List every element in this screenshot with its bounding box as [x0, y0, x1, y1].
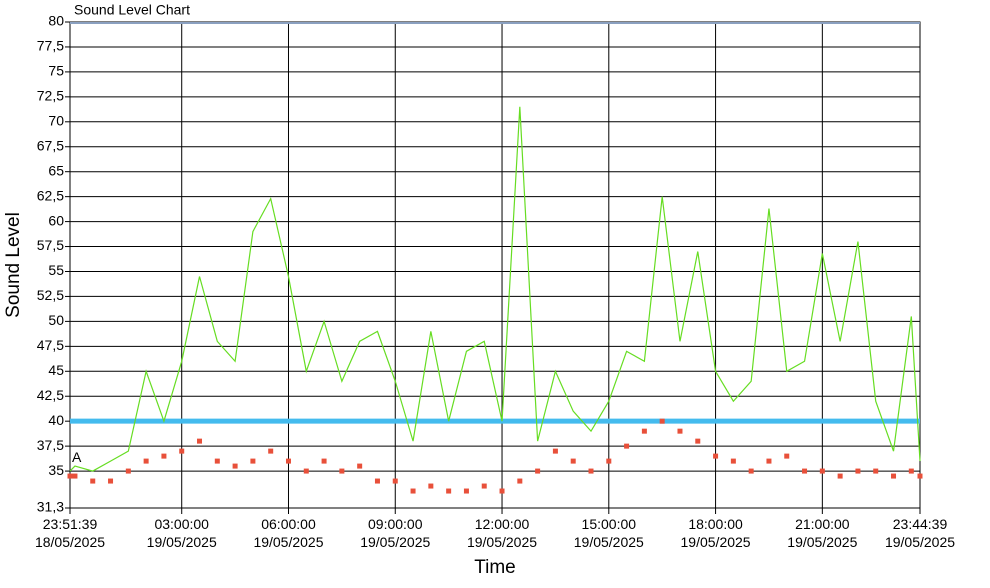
y-tick-label: 47,5 — [37, 337, 64, 353]
data-marker — [748, 468, 754, 474]
data-marker — [161, 453, 167, 459]
data-marker — [232, 463, 238, 469]
data-marker — [410, 488, 416, 494]
data-marker — [855, 468, 861, 474]
x-tick-label: 23:51:39 18/05/2025 — [34, 516, 106, 550]
data-marker — [67, 473, 73, 479]
data-marker — [357, 463, 363, 469]
y-tick-label: 60 — [48, 212, 64, 228]
data-marker — [108, 478, 114, 484]
series-line — [69, 106, 921, 472]
data-marker — [499, 488, 505, 494]
chart-title: Sound Level Chart — [74, 2, 190, 18]
data-marker — [641, 428, 647, 434]
data-marker — [659, 418, 665, 424]
data-marker — [446, 488, 452, 494]
data-marker — [802, 468, 808, 474]
data-marker — [624, 443, 630, 449]
y-tick-label: 57,5 — [37, 237, 64, 253]
data-marker — [392, 478, 398, 484]
y-tick-label: 55 — [48, 262, 64, 278]
x-tick-label: 21:00:00 19/05/2025 — [787, 516, 858, 550]
data-marker — [730, 458, 736, 464]
data-marker — [125, 468, 131, 474]
data-marker — [535, 468, 541, 474]
y-tick-label: 52,5 — [37, 287, 64, 303]
data-marker — [677, 428, 683, 434]
y-tick-label: 50 — [48, 312, 64, 328]
data-marker — [570, 458, 576, 464]
data-marker — [481, 483, 487, 489]
y-tick-label: 42,5 — [37, 387, 64, 403]
data-marker — [285, 458, 291, 464]
data-marker — [606, 458, 612, 464]
data-marker — [713, 453, 719, 459]
y-tick-label: 31,3 — [37, 499, 64, 515]
data-marker — [463, 488, 469, 494]
y-tick-label: 45 — [48, 362, 64, 378]
x-tick-label: 18:00:00 19/05/2025 — [680, 516, 751, 550]
data-marker — [374, 478, 380, 484]
y-tick-label: 70 — [48, 112, 64, 128]
data-marker — [197, 438, 203, 444]
annotation: A — [72, 449, 82, 465]
y-tick-label: 62,5 — [37, 187, 64, 203]
data-marker — [908, 468, 914, 474]
data-marker — [766, 458, 772, 464]
data-marker — [517, 478, 523, 484]
y-tick-label: 72,5 — [37, 88, 64, 104]
data-marker — [819, 468, 825, 474]
data-marker — [695, 438, 701, 444]
x-tick-label: 12:00:00 19/05/2025 — [466, 516, 538, 550]
data-marker — [552, 448, 558, 454]
data-marker — [214, 458, 220, 464]
y-tick-label: 75 — [48, 63, 64, 79]
data-marker — [250, 458, 256, 464]
x-axis-title: Time — [474, 557, 516, 578]
data-marker — [891, 473, 897, 479]
y-axis-title: Sound Level — [3, 212, 24, 318]
y-tick-label: 80 — [48, 13, 64, 29]
data-marker — [321, 458, 327, 464]
x-tick-label: 09:00:00 19/05/2025 — [360, 516, 431, 550]
x-tick-label: 15:00:00 19/05/2025 — [573, 516, 644, 550]
y-tick-label: 40 — [48, 412, 64, 428]
data-marker — [784, 453, 790, 459]
plot-area — [69, 21, 921, 509]
data-marker — [268, 448, 274, 454]
data-marker — [179, 448, 185, 454]
x-tick-label: 23:44:39 19/05/2025 — [884, 516, 956, 550]
data-marker — [837, 473, 843, 479]
y-tick-label: 65 — [48, 162, 64, 178]
y-tick-label: 77,5 — [37, 38, 64, 54]
y-tick-label: 37,5 — [37, 437, 64, 453]
data-marker — [303, 468, 309, 474]
y-tick-label: 67,5 — [37, 137, 64, 153]
data-marker — [72, 473, 78, 479]
data-marker — [873, 468, 879, 474]
x-tick-label: 06:00:00 19/05/2025 — [253, 516, 324, 550]
data-marker — [90, 478, 96, 484]
x-tick-label: 03:00:00 19/05/2025 — [146, 516, 217, 550]
data-marker — [588, 468, 594, 474]
data-marker — [143, 458, 149, 464]
data-marker — [917, 473, 923, 479]
data-marker — [339, 468, 345, 474]
data-marker — [428, 483, 434, 489]
y-tick-label: 35 — [48, 462, 64, 478]
